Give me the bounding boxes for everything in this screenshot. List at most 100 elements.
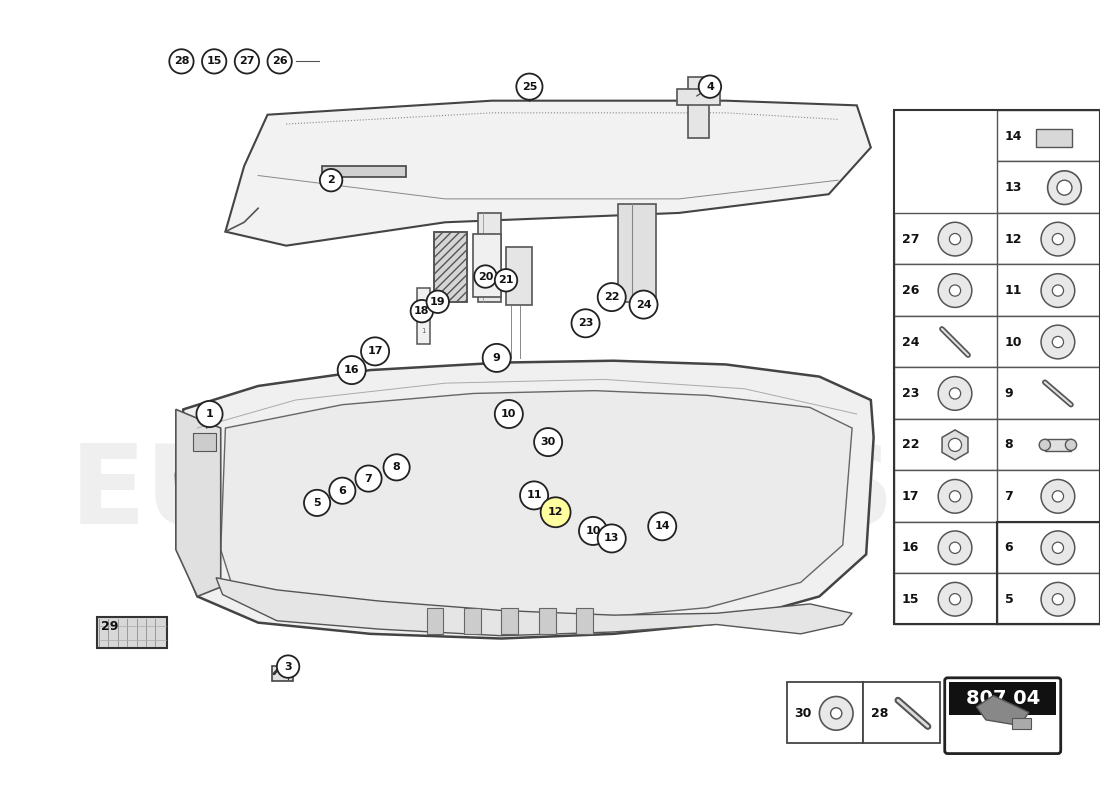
Text: 25: 25 <box>521 82 537 92</box>
Bar <box>894 522 1100 573</box>
Text: 22: 22 <box>604 292 619 302</box>
Circle shape <box>938 582 972 616</box>
Bar <box>539 608 556 634</box>
Polygon shape <box>221 390 853 622</box>
Bar <box>506 246 532 305</box>
Text: 13: 13 <box>604 534 619 543</box>
Circle shape <box>1053 285 1064 296</box>
Bar <box>997 162 1100 213</box>
Text: 15: 15 <box>902 593 920 606</box>
Circle shape <box>949 388 960 399</box>
Text: 18: 18 <box>414 306 430 316</box>
Polygon shape <box>176 410 221 597</box>
Bar <box>322 166 406 178</box>
Circle shape <box>949 285 960 296</box>
Circle shape <box>949 490 960 502</box>
Bar <box>434 232 466 302</box>
Circle shape <box>1041 582 1075 616</box>
Text: 16: 16 <box>344 365 360 375</box>
Circle shape <box>540 498 571 527</box>
Text: 6: 6 <box>1004 542 1013 554</box>
Text: 11: 11 <box>1004 284 1022 297</box>
Bar <box>417 288 430 344</box>
Bar <box>1036 129 1071 147</box>
Circle shape <box>267 50 292 74</box>
Text: 24: 24 <box>636 299 651 310</box>
Circle shape <box>949 594 960 605</box>
Circle shape <box>698 75 722 98</box>
Text: 30: 30 <box>540 437 556 447</box>
Bar <box>894 213 1100 264</box>
Bar <box>192 433 216 451</box>
Circle shape <box>197 401 222 427</box>
Polygon shape <box>176 361 873 638</box>
Bar <box>576 608 593 634</box>
Text: 8: 8 <box>393 462 400 472</box>
Circle shape <box>820 697 854 730</box>
Circle shape <box>495 400 522 428</box>
Polygon shape <box>618 203 656 302</box>
Bar <box>894 316 1100 367</box>
Bar <box>997 110 1100 162</box>
Text: 27: 27 <box>239 56 255 66</box>
Bar <box>894 367 1100 418</box>
Circle shape <box>516 74 542 100</box>
Text: 26: 26 <box>272 56 287 66</box>
Circle shape <box>1041 531 1075 565</box>
Circle shape <box>1040 439 1050 450</box>
Text: 3: 3 <box>284 662 292 671</box>
Circle shape <box>1047 171 1081 205</box>
Text: 10: 10 <box>1004 335 1022 349</box>
Text: 30: 30 <box>794 707 812 720</box>
Text: 9: 9 <box>1004 387 1013 400</box>
Circle shape <box>234 50 260 74</box>
Text: 23: 23 <box>578 318 593 328</box>
Text: 27: 27 <box>902 233 920 246</box>
Text: 14: 14 <box>1004 130 1022 142</box>
Text: 5: 5 <box>314 498 321 508</box>
Text: a passion for parts since 1965: a passion for parts since 1965 <box>356 502 703 635</box>
Text: 9: 9 <box>493 353 500 363</box>
Circle shape <box>648 512 676 540</box>
Circle shape <box>629 290 658 318</box>
Circle shape <box>949 542 960 554</box>
Circle shape <box>1041 222 1075 256</box>
Text: 15: 15 <box>207 56 222 66</box>
Circle shape <box>1053 490 1064 502</box>
Text: 12: 12 <box>1004 233 1022 246</box>
Circle shape <box>949 234 960 245</box>
Text: 16: 16 <box>902 542 920 554</box>
Circle shape <box>597 283 626 311</box>
Text: 12: 12 <box>548 507 563 518</box>
Circle shape <box>1041 274 1075 307</box>
Text: 2: 2 <box>327 175 336 185</box>
Bar <box>949 682 1056 715</box>
Circle shape <box>304 490 330 516</box>
Text: 23: 23 <box>902 387 920 400</box>
Bar <box>894 418 1100 470</box>
Circle shape <box>830 708 842 719</box>
Polygon shape <box>942 430 968 460</box>
Text: 8: 8 <box>1004 438 1013 451</box>
Circle shape <box>938 274 972 307</box>
Circle shape <box>579 517 607 545</box>
Bar <box>1045 439 1071 450</box>
Circle shape <box>1053 234 1064 245</box>
Text: 11: 11 <box>526 490 542 501</box>
Text: 1: 1 <box>206 409 213 419</box>
Circle shape <box>427 290 449 313</box>
Circle shape <box>483 344 510 372</box>
Circle shape <box>1053 542 1064 554</box>
Bar <box>678 89 721 106</box>
FancyBboxPatch shape <box>945 678 1060 754</box>
Circle shape <box>520 482 548 510</box>
Circle shape <box>202 50 227 74</box>
Bar <box>1012 718 1031 730</box>
Circle shape <box>169 50 194 74</box>
Text: 29: 29 <box>101 620 119 633</box>
Circle shape <box>572 310 600 338</box>
Text: 5: 5 <box>1004 593 1013 606</box>
Circle shape <box>938 222 972 256</box>
Text: EUROSPARES: EUROSPARES <box>70 440 895 547</box>
Text: 807 04: 807 04 <box>966 689 1040 708</box>
